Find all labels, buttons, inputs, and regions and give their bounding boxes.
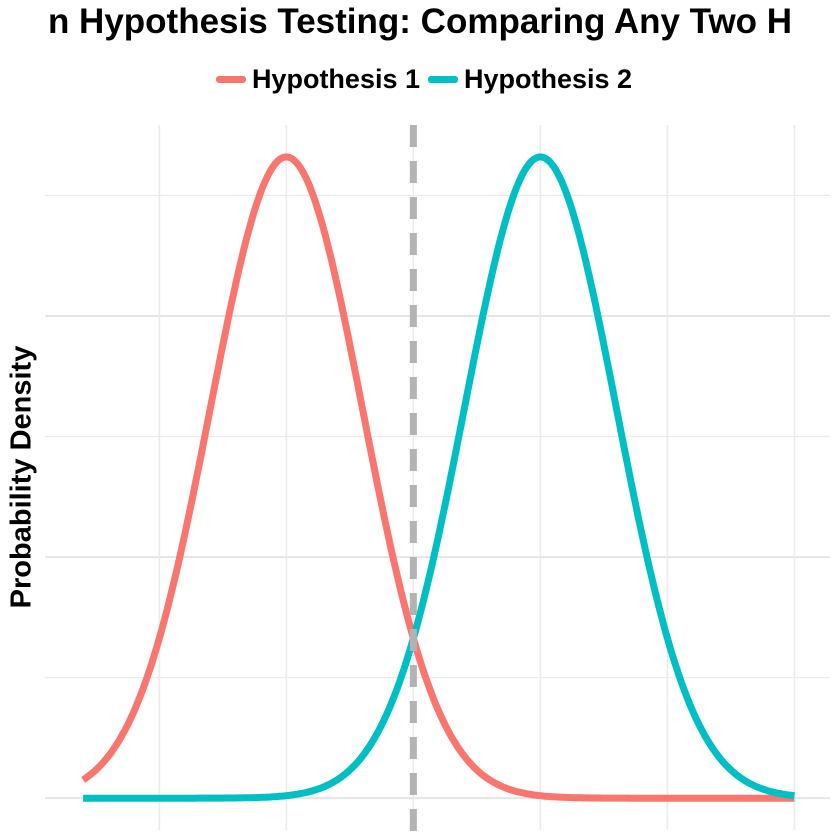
legend-label-1: Hypothesis 1 [251,64,420,94]
legend: Hypothesis 1 Hypothesis 2 [0,64,840,95]
legend-item-1: Hypothesis 1 [208,64,420,95]
density-curve-2 [82,153,796,802]
legend-key-1 [215,76,246,83]
density-curve-1 [81,153,796,802]
legend-item-2: Hypothesis 2 [420,64,632,95]
legend-label-2: Hypothesis 2 [464,64,633,94]
legend-key-2 [428,76,458,83]
chart-title: n Hypothesis Testing: Comparing Any Two … [47,2,793,41]
